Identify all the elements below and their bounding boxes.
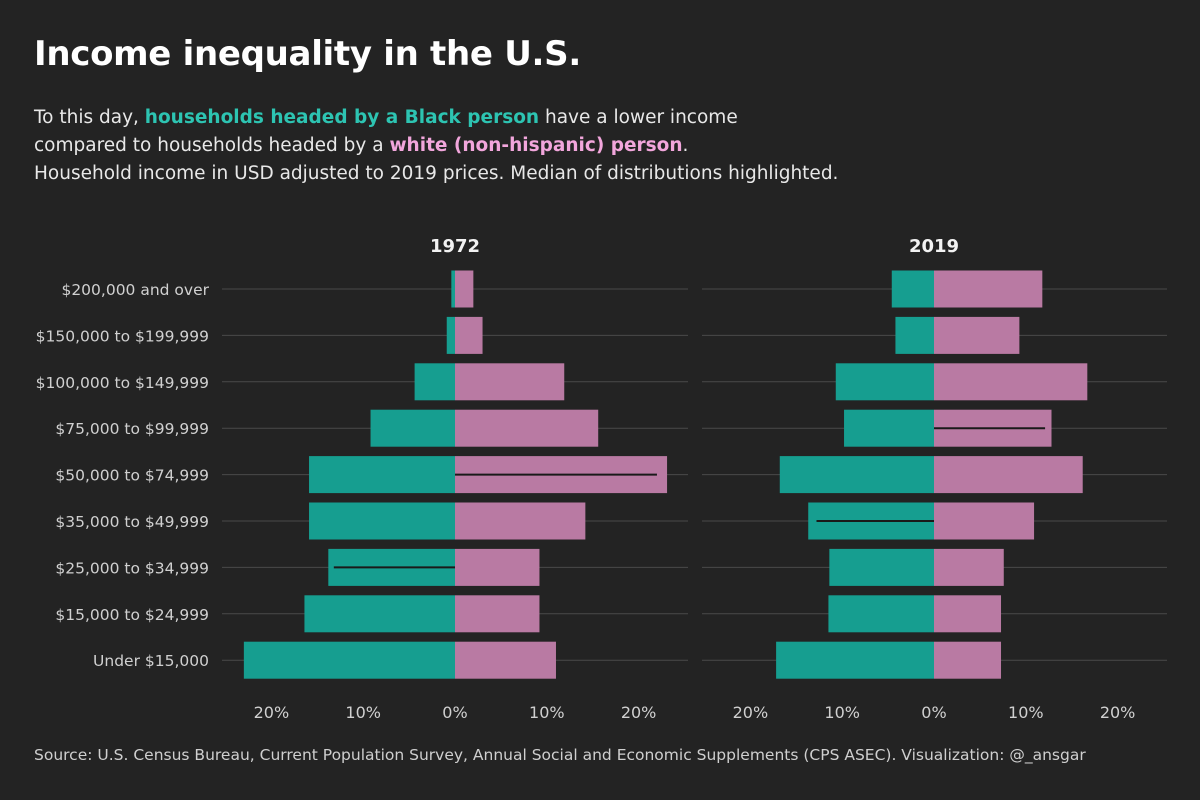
bar-black-1972 [451, 270, 455, 308]
bar-white-1972 [455, 316, 483, 354]
category-label: $75,000 to $99,999 [55, 420, 209, 438]
bar-white-2019 [934, 363, 1088, 401]
x-tick-label: 10% [1008, 703, 1044, 722]
subtitle-white-highlight: white (non-hispanic) person [389, 135, 683, 156]
bar-white-2019 [934, 316, 1020, 354]
category-label: $100,000 to $149,999 [36, 374, 209, 392]
bar-black-2019 [776, 641, 934, 679]
category-label: $50,000 to $74,999 [55, 467, 209, 485]
category-label: $25,000 to $34,999 [55, 559, 209, 577]
category-label: $200,000 and over [61, 281, 209, 299]
panel-title-1972: 1972 [430, 236, 480, 257]
subtitle-line-2-post: . [682, 135, 689, 156]
bar-black-2019 [844, 409, 934, 447]
bar-white-2019 [934, 548, 1004, 586]
x-tick-label: 20% [254, 703, 290, 722]
bar-black-1972 [309, 456, 455, 494]
bar-black-1972 [370, 409, 455, 447]
subtitle-black-highlight: households headed by a Black person [144, 107, 540, 128]
bar-white-1972 [455, 548, 540, 586]
chart-subtitle: To this day, households headed by a Blac… [34, 104, 838, 188]
x-tick-label: 20% [621, 703, 657, 722]
subtitle-line-1-pre: To this day, [34, 107, 145, 128]
x-tick-label: 20% [733, 703, 769, 722]
subtitle-line-1: To this day, households headed by a Blac… [34, 104, 838, 132]
panel-title-2019: 2019 [909, 236, 959, 257]
source-caption: Source: U.S. Census Bureau, Current Popu… [34, 746, 1086, 764]
bar-black-1972 [446, 316, 455, 354]
category-label: $150,000 to $199,999 [36, 327, 209, 345]
x-tick-label: 0% [442, 703, 467, 722]
bar-black-2019 [779, 456, 934, 494]
bar-white-1972 [455, 595, 540, 633]
bar-white-2019 [934, 502, 1035, 540]
bar-black-1972 [414, 363, 455, 401]
category-label: $15,000 to $24,999 [55, 606, 209, 624]
bar-white-1972 [455, 502, 586, 540]
x-tick-label: 10% [824, 703, 860, 722]
bar-white-2019 [934, 456, 1083, 494]
category-label: $35,000 to $49,999 [55, 513, 209, 531]
subtitle-line-1-post: have a lower income [539, 107, 738, 128]
bar-white-2019 [934, 595, 1002, 633]
bar-black-2019 [828, 595, 934, 633]
x-tick-label: 10% [345, 703, 381, 722]
bar-white-1972 [455, 270, 474, 308]
bar-black-2019 [895, 316, 934, 354]
category-label: Under $15,000 [93, 652, 209, 670]
bar-black-2019 [829, 548, 934, 586]
x-tick-label: 0% [921, 703, 946, 722]
bar-white-2019 [934, 641, 1002, 679]
bar-black-1972 [304, 595, 455, 633]
bar-white-1972 [455, 409, 599, 447]
x-tick-label: 20% [1100, 703, 1136, 722]
x-tick-label: 10% [529, 703, 565, 722]
bar-white-1972 [455, 363, 565, 401]
chart-title: Income inequality in the U.S. [34, 34, 581, 74]
bar-white-2019 [934, 270, 1043, 308]
subtitle-line-3: Household income in USD adjusted to 2019… [34, 163, 839, 184]
bar-black-2019 [835, 363, 934, 401]
bar-black-2019 [891, 270, 934, 308]
subtitle-line-2-pre: compared to households headed by a [34, 135, 390, 156]
bar-black-1972 [243, 641, 455, 679]
bar-black-1972 [309, 502, 455, 540]
subtitle-line-2: compared to households headed by a white… [34, 132, 838, 160]
bar-white-1972 [455, 641, 556, 679]
